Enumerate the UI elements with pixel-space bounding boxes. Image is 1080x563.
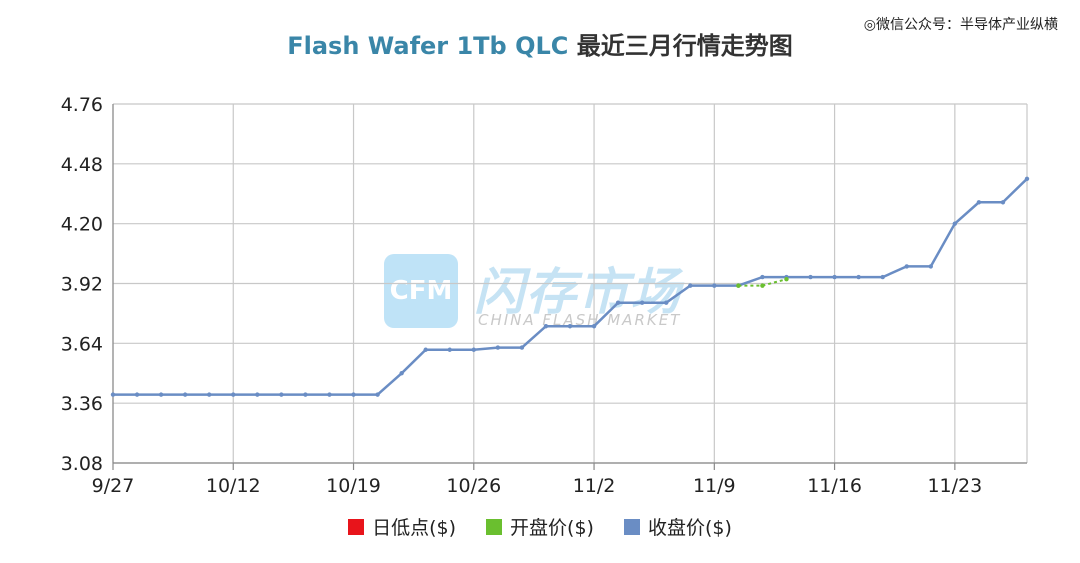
y-tick-label: 4.20 — [61, 214, 103, 236]
data-point — [327, 392, 332, 397]
legend-item-open-price[interactable]: 开盘价($) — [486, 513, 594, 540]
data-point — [351, 392, 356, 397]
data-point — [760, 283, 765, 288]
legend-item-close-price[interactable]: 收盘价($) — [623, 513, 732, 540]
data-point — [495, 345, 501, 350]
data-point — [664, 300, 669, 305]
y-tick-label: 3.64 — [61, 333, 103, 355]
data-point — [784, 277, 789, 282]
data-point — [904, 264, 909, 269]
cfm-brand-subtext: CHINA FLASH MARKET — [478, 311, 682, 329]
data-point — [615, 300, 621, 305]
data-point — [760, 274, 765, 280]
data-point — [158, 392, 164, 397]
legend-swatch-daily-low — [348, 518, 365, 535]
data-point — [519, 345, 525, 350]
data-point — [110, 392, 116, 397]
data-point — [1024, 176, 1030, 181]
y-tick-label: 4.48 — [61, 154, 103, 176]
legend-swatch-open-price — [486, 518, 503, 535]
data-point — [447, 347, 452, 352]
data-point — [639, 300, 645, 305]
data-point — [856, 274, 861, 280]
data-point — [423, 347, 428, 352]
series-line-close-price — [113, 177, 1028, 396]
x-tick-label: 11/2 — [573, 475, 616, 497]
x-tick-label: 9/27 — [92, 475, 135, 497]
data-point — [928, 264, 933, 269]
data-point — [976, 200, 982, 205]
data-point — [471, 347, 476, 352]
data-point — [808, 274, 813, 280]
chart-title-cn: 最近三月行情走势图 — [576, 32, 793, 60]
data-point — [832, 274, 837, 280]
data-point — [399, 371, 404, 376]
x-tick-label: 11/16 — [807, 475, 862, 497]
data-point — [182, 392, 188, 397]
x-tick-label: 10/26 — [446, 475, 501, 497]
data-point — [880, 274, 885, 280]
x-tick-label: 10/12 — [206, 475, 261, 497]
legend-label-close-price: 收盘价($) — [647, 517, 732, 539]
data-point — [712, 283, 717, 288]
legend-swatch-close-price — [623, 518, 640, 535]
y-tick-label: 3.92 — [61, 274, 103, 296]
data-point — [207, 392, 212, 397]
data-point — [567, 324, 573, 329]
x-tick-label: 10/19 — [326, 475, 381, 497]
account-watermark: ◎微信公众号：半导体产业纵横 — [863, 17, 1058, 33]
legend-item-daily-low[interactable]: 日低点($) — [348, 513, 456, 540]
data-point — [952, 221, 958, 226]
legend-label-daily-low: 日低点($) — [372, 517, 457, 539]
x-tick-label: 11/23 — [927, 475, 982, 497]
y-tick-label: 3.36 — [61, 393, 103, 415]
y-tick-label: 4.76 — [61, 94, 103, 116]
data-point — [134, 392, 140, 397]
data-point — [591, 324, 597, 329]
data-point — [375, 392, 380, 397]
data-point — [255, 392, 260, 397]
data-point — [543, 324, 549, 329]
data-point — [688, 283, 693, 288]
data-point — [231, 392, 236, 397]
cfm-brand-text: 闪存市场 — [474, 263, 682, 321]
chart-title: Flash Wafer 1Tb QLC 最近三月行情走势图 — [0, 26, 1080, 61]
chart-title-en: Flash Wafer 1Tb QLC — [287, 32, 569, 60]
cfm-logo: CFM — [384, 254, 458, 328]
data-point — [303, 392, 308, 397]
legend-label-open-price: 开盘价($) — [510, 517, 594, 539]
data-point — [1000, 200, 1006, 205]
data-point — [736, 283, 741, 288]
data-point — [279, 392, 284, 397]
y-tick-label: 3.08 — [61, 453, 103, 475]
chart-legend: 日低点($) 开盘价($) 收盘价($) — [0, 513, 1080, 540]
x-tick-label: 11/9 — [693, 475, 736, 497]
